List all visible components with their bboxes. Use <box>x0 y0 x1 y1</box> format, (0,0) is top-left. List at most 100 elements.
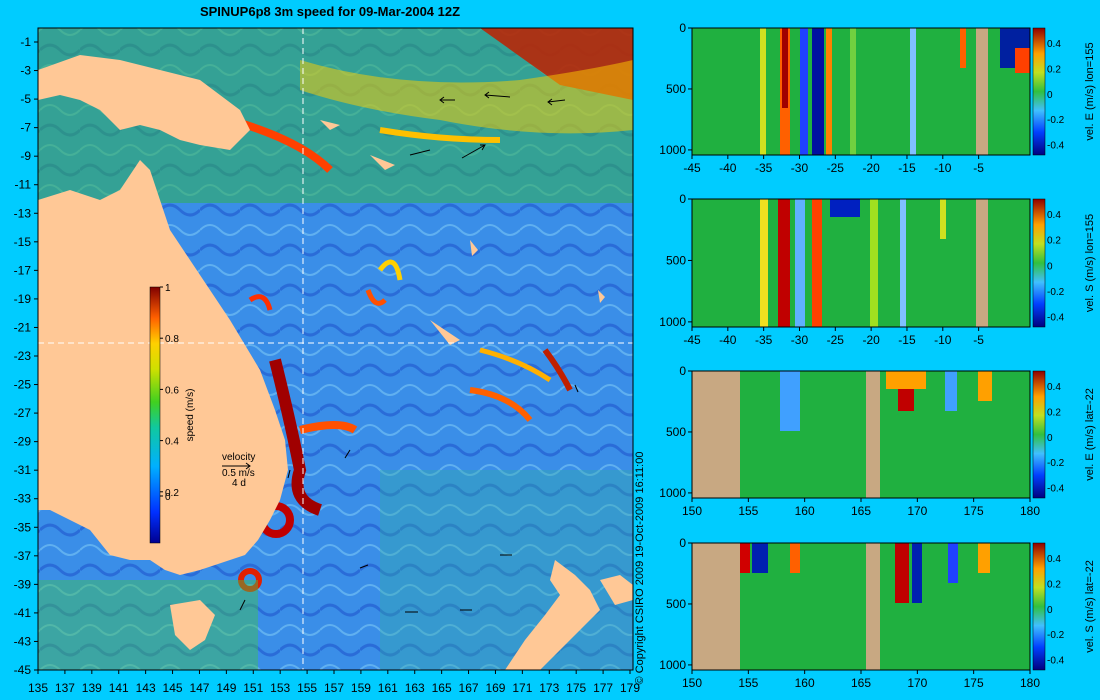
section-colorbar-tick-label: -0.4 <box>1047 484 1065 495</box>
figure-title: SPINUP6p8 3m speed for 09-Mar-2004 12Z <box>200 4 460 19</box>
map-lat-tick-label: -7 <box>20 121 31 135</box>
map-lon-tick-label: 171 <box>512 681 532 695</box>
section-ylabel: vel. E (m/s) lon=155 <box>1084 42 1096 140</box>
section-x-tick-label: 165 <box>851 676 871 690</box>
section-colorbar-tick-label: -0.4 <box>1047 313 1065 324</box>
section-colorbar-tick-label: 0.2 <box>1047 407 1061 418</box>
land-australia <box>38 160 288 575</box>
map-lon-tick-label: 177 <box>593 681 613 695</box>
map-lat-tick-label: -13 <box>14 206 32 220</box>
section-2-frame <box>691 198 1031 328</box>
section-1-frame <box>691 27 1031 156</box>
map-lon-tick-label: 159 <box>351 681 371 695</box>
section-y-tick-label: 500 <box>666 425 686 439</box>
section-x-tick-label: -5 <box>973 161 984 175</box>
section-colorbar <box>1032 370 1046 499</box>
map-lon-tick-label: 161 <box>378 681 398 695</box>
map-lat-tick-label: -21 <box>14 320 32 334</box>
section-x-tick-label: -45 <box>683 333 701 347</box>
section-x-tick-label: 160 <box>795 676 815 690</box>
section-colorbar <box>1032 27 1046 156</box>
speed-colorbar-tick-label: 0.6 <box>165 385 179 396</box>
section-y-tick-label: 0 <box>679 536 686 550</box>
land-new-caledonia <box>430 320 460 345</box>
map-lat-tick-label: -45 <box>14 663 32 677</box>
map-lon-tick-label: 155 <box>297 681 317 695</box>
map-lat-tick-label: -17 <box>14 263 32 277</box>
section-x-tick-label: -30 <box>791 333 809 347</box>
land-new-guinea <box>38 55 250 150</box>
speed-colorbar-label: speed (m/s) <box>185 389 196 442</box>
map-lon-tick-label: 143 <box>136 681 156 695</box>
map-lat-tick-label: -37 <box>14 549 32 563</box>
section-2-axes: -45 -40 -35 -30 -25 -20 -15 -10 -5 0 500 1000 0.4 0.2… <box>659 192 1096 347</box>
speed-colorbar-tick-label: 0.2 <box>165 488 179 499</box>
map-lon-tick-label: 135 <box>28 681 48 695</box>
map-frame <box>37 27 634 671</box>
map-lon-tick-label: 145 <box>163 681 183 695</box>
map-lon-tick-label: 141 <box>109 681 129 695</box>
section-x-tick-label: 175 <box>964 676 984 690</box>
section-x-tick-label: 150 <box>682 676 702 690</box>
section-x-tick-label: 170 <box>907 504 927 518</box>
section-x-tick-label: 175 <box>964 504 984 518</box>
section-y-tick-label: 500 <box>666 82 686 96</box>
map-lon-tick-label: 157 <box>324 681 344 695</box>
section-y-tick-label: 1000 <box>659 658 686 672</box>
map-lon-tick-label: 163 <box>405 681 425 695</box>
section-4-axes: 150 155 160 165 170 175 180 0 500 1000 0.4 0.2 0 -0.2… <box>659 536 1096 690</box>
section-panel-3 <box>691 370 1031 499</box>
map-lon-tick-label: 149 <box>216 681 236 695</box>
map-lat-tick-label: -31 <box>14 463 32 477</box>
section-colorbar-tick-label: 0 <box>1047 433 1053 444</box>
map-lat-tick-label: -23 <box>14 349 32 363</box>
section-y-tick-label: 500 <box>666 253 686 267</box>
section-x-tick-label: 160 <box>795 504 815 518</box>
map-lat-tick-label: -35 <box>14 520 32 534</box>
map-lon-tick-label: 139 <box>82 681 102 695</box>
map-lon-tick-label: 175 <box>566 681 586 695</box>
section-x-tick-label: 165 <box>851 504 871 518</box>
section-x-tick-label: 180 <box>1020 504 1040 518</box>
map-lat-tick-label: -41 <box>14 606 32 620</box>
map-lat-tick-label: -39 <box>14 577 32 591</box>
section-x-tick-label: -15 <box>898 333 916 347</box>
map-lon-tick-label: 167 <box>459 681 479 695</box>
section-x-tick-label: 155 <box>738 676 758 690</box>
section-x-tick-label: -35 <box>755 333 773 347</box>
map-lat-tick-label: -33 <box>14 492 32 506</box>
section-x-tick-label: -5 <box>973 333 984 347</box>
copyright-text: © Copyright CSIRO 2009 19-Oct-2009 16:11… <box>634 452 646 685</box>
section-colorbar-tick-label: -0.2 <box>1047 458 1065 469</box>
land-tasmania <box>170 600 215 650</box>
section-colorbar-tick-label: 0.2 <box>1047 236 1061 247</box>
section-colorbar-tick-label: 0.4 <box>1047 554 1061 565</box>
map-lon-tick-label: 173 <box>539 681 559 695</box>
section-x-tick-label: -20 <box>862 161 880 175</box>
section-colorbar-tick-label: 0.4 <box>1047 382 1061 393</box>
section-ylabel: vel. S (m/s) lon=155 <box>1084 214 1096 312</box>
section-colorbar-tick-label: 0 <box>1047 261 1053 272</box>
section-x-tick-label: -35 <box>755 161 773 175</box>
section-colorbar-tick-label: -0.4 <box>1047 141 1065 152</box>
speed-colorbar-gradient <box>149 286 161 544</box>
section-panels: -45 -40 -35 -30 -25 -20 -15 -10 -5 0 500 1000 0.4 0.2… <box>659 21 1096 690</box>
speed-colorbar: 1 0.8 0.6 0.4 0.20 speed (m/s) <box>149 283 196 544</box>
map-lat-tick-label: -19 <box>14 292 32 306</box>
speed-colorbar-tick-label: 0.4 <box>165 437 179 448</box>
section-colorbar-tick-label: 0 <box>1047 605 1053 616</box>
section-1-axes: -45 -40 -35 -30 -25 -20 -15 -10 -5 0 500 1000 0.4 0.2… <box>659 21 1096 175</box>
section-colorbar-tick-label: -0.2 <box>1047 630 1065 641</box>
section-x-tick-label: -25 <box>827 161 845 175</box>
map-lat-tick-label: -27 <box>14 406 32 420</box>
map-lat-tick-label: -43 <box>14 634 32 648</box>
section-ylabel: vel. E (m/s) lat=-22 <box>1084 388 1096 481</box>
map-lat-tick-label: -25 <box>14 378 32 392</box>
section-colorbar-tick-label: 0.2 <box>1047 64 1061 75</box>
map-lat-tick-label: -11 <box>15 178 32 192</box>
section-x-tick-label: 180 <box>1020 676 1040 690</box>
map-lon-tick-label: 179 <box>620 681 640 695</box>
map-lon-tick-label: 151 <box>243 681 263 695</box>
speed-colorbar-tick-label: 0.8 <box>165 334 179 345</box>
